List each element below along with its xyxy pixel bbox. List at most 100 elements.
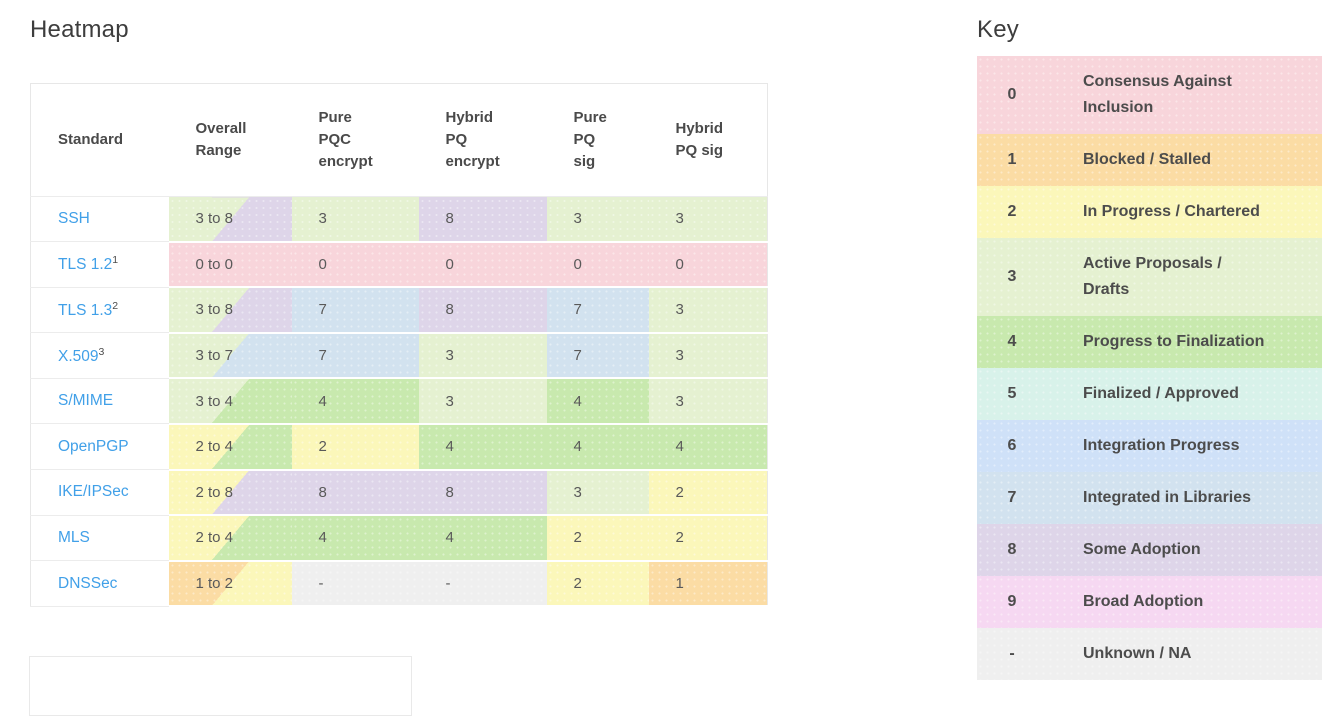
overall-range-cell: 2 to 4: [168, 423, 292, 471]
key-row: 9 Broad Adoption: [977, 576, 1322, 628]
heatmap-cell: 3: [546, 469, 649, 517]
standard-link[interactable]: DNSSec: [58, 574, 118, 592]
heatmap-cell: 2: [648, 469, 768, 517]
key-value: 8: [1007, 541, 1017, 558]
overall-range-cell: 3 to 7: [168, 332, 292, 380]
heatmap-cell: 7: [546, 332, 649, 380]
key-row: 8 Some Adoption: [977, 524, 1322, 576]
key-value: 4: [1007, 333, 1017, 350]
overall-range-cell: 3 to 8: [168, 196, 292, 243]
heatmap-cell: 0: [546, 241, 649, 289]
standard-link[interactable]: S/MIME: [58, 392, 114, 410]
heatmap-cell: 2: [546, 515, 649, 562]
standard-cell: S/MIME: [30, 378, 169, 425]
key-value: 2: [1007, 203, 1017, 220]
key-label: Unknown / NA: [1083, 645, 1192, 662]
standard-link[interactable]: TLS 1.21: [58, 254, 119, 274]
heatmap-cell: 3: [648, 332, 768, 380]
heatmap-cell: 7: [291, 287, 419, 334]
heatmap-cell: 4: [546, 423, 649, 471]
heatmap-cell: 3: [546, 196, 649, 243]
key-label: In Progress / Chartered: [1083, 203, 1260, 220]
heatmap-cell: 3: [648, 287, 768, 334]
overall-range-cell: 2 to 8: [168, 469, 292, 517]
heatmap-cell: 3: [648, 378, 768, 425]
standard-link[interactable]: SSH: [58, 210, 90, 228]
heatmap-cell: 2: [546, 560, 649, 608]
standard-cell: SSH: [30, 196, 169, 243]
overall-range-cell: 1 to 2: [168, 560, 292, 608]
standard-link[interactable]: OpenPGP: [58, 437, 129, 455]
overall-range-cell: 0 to 0: [168, 241, 292, 289]
heatmap-cell: 8: [418, 196, 547, 243]
heatmap-cell: 4: [648, 423, 768, 471]
key-row: 5 Finalized / Approved: [977, 368, 1322, 420]
heatmap-cell: 7: [546, 287, 649, 334]
key-value: 7: [1007, 489, 1017, 506]
standard-cell: OpenPGP: [30, 423, 169, 471]
key-row: 0 Consensus Against Inclusion: [977, 56, 1322, 134]
key-row: 2 In Progress / Chartered: [977, 186, 1322, 238]
heatmap-table: Standard Overall Range Pure PQC encrypt Hyb…: [30, 83, 768, 608]
heatmap-cell: 4: [291, 515, 419, 562]
column-header-standard: Standard: [30, 83, 169, 197]
key-row: 6 Integration Progress: [977, 420, 1322, 472]
standard-link[interactable]: X.5093: [58, 345, 105, 365]
heatmap-cell: 0: [418, 241, 547, 289]
heatmap-cell: 4: [546, 378, 649, 425]
heatmap-cell: 0: [648, 241, 768, 289]
key-value: 0: [1007, 86, 1017, 103]
heatmap-cell: 3: [291, 196, 419, 243]
heatmap-title: Heatmap: [30, 16, 129, 43]
heatmap-cell: 4: [418, 515, 547, 562]
key-row: 3 Active Proposals / Drafts: [977, 238, 1322, 316]
heatmap-cell: 0: [291, 241, 419, 289]
key-title: Key: [977, 16, 1019, 43]
standard-link[interactable]: MLS: [58, 528, 90, 546]
key-row: - Unknown / NA: [977, 628, 1322, 680]
heatmap-section: Heatmap Standard Overall Range Pure PQC en…: [30, 16, 768, 608]
key-value: -: [1009, 645, 1015, 662]
heatmap-cell: 1: [648, 560, 768, 608]
key-list: 0 Consensus Against Inclusion 1 Blocked / S…: [977, 56, 1322, 680]
column-header-overall-range: Overall Range: [168, 83, 292, 197]
heatmap-cell: 2: [648, 515, 768, 562]
key-label: Consensus Against Inclusion: [1083, 73, 1232, 116]
standard-cell: X.5093: [30, 332, 169, 379]
key-value: 9: [1007, 593, 1017, 610]
standard-cell: IKE/IPSec: [30, 469, 169, 516]
key-value: 1: [1007, 151, 1017, 168]
heatmap-cell: 3: [418, 332, 547, 380]
column-header-hybrid-pq-encrypt: Hybrid PQ encrypt: [418, 83, 547, 197]
column-header-pure-pq-sig: Pure PQ sig: [546, 83, 649, 197]
heatmap-cell: -: [291, 560, 419, 608]
heatmap-cell: 2: [291, 423, 419, 471]
key-label: Blocked / Stalled: [1083, 151, 1212, 168]
standard-cell: TLS 1.32: [30, 287, 169, 334]
standard-link[interactable]: IKE/IPSec: [58, 483, 129, 501]
heatmap-cell: -: [418, 560, 547, 608]
key-value: 5: [1007, 385, 1017, 402]
heatmap-cell: 7: [291, 332, 419, 380]
standard-cell: MLS: [30, 515, 169, 562]
heatmap-cell: 4: [291, 378, 419, 425]
footnotes-box-partial: [29, 656, 412, 716]
heatmap-cell: 8: [291, 469, 419, 517]
footnote-marker: 3: [98, 345, 105, 358]
standard-link[interactable]: TLS 1.32: [58, 299, 119, 320]
standard-cell: DNSSec: [30, 560, 169, 607]
key-row: 1 Blocked / Stalled: [977, 134, 1322, 186]
overall-range-cell: 2 to 4: [168, 515, 292, 562]
overall-range-cell: 3 to 8: [168, 287, 292, 334]
heatmap-cell: 3: [648, 196, 768, 243]
heatmap-cell: 4: [418, 423, 547, 471]
overall-range-cell: 3 to 4: [168, 378, 292, 425]
key-label: Some Adoption: [1083, 541, 1201, 558]
